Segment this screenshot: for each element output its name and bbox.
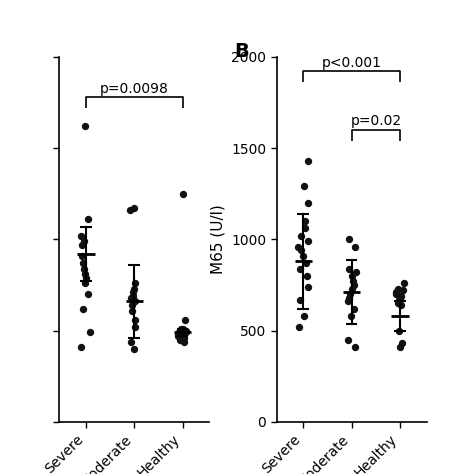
Point [132, 316, 139, 323]
Point [128, 294, 135, 301]
Y-axis label: M65 (U/l): M65 (U/l) [210, 204, 226, 274]
Point [349, 278, 356, 285]
Point [392, 289, 400, 296]
Point [182, 328, 190, 335]
Point [346, 290, 354, 298]
Point [351, 243, 359, 250]
Point [345, 265, 353, 273]
Point [86, 328, 93, 336]
Point [130, 345, 138, 353]
Point [176, 329, 183, 337]
Point [297, 232, 304, 239]
Point [304, 199, 311, 207]
Point [295, 243, 302, 250]
Point [304, 283, 312, 291]
Point [303, 272, 310, 280]
Point [178, 331, 186, 338]
Point [178, 333, 186, 341]
Point [350, 281, 358, 289]
Point [130, 289, 137, 296]
Point [174, 330, 182, 337]
Point [81, 270, 89, 278]
Point [345, 236, 353, 243]
Text: p<0.001: p<0.001 [322, 56, 382, 70]
Point [81, 279, 89, 287]
Point [396, 294, 404, 301]
Point [395, 300, 402, 307]
Point [79, 241, 86, 249]
Point [175, 328, 183, 336]
Point [348, 272, 356, 280]
Point [304, 157, 311, 164]
Point [81, 122, 89, 130]
Point [180, 335, 188, 342]
Point [179, 325, 186, 333]
Point [347, 312, 355, 320]
Point [182, 327, 190, 335]
Point [392, 290, 400, 298]
Point [345, 336, 352, 344]
Point [130, 205, 137, 212]
Point [177, 325, 184, 333]
Point [296, 296, 304, 303]
Point [80, 237, 88, 245]
Point [126, 206, 133, 214]
Point [399, 339, 406, 347]
Point [350, 305, 358, 312]
Point [128, 301, 136, 309]
Text: p=0.02: p=0.02 [350, 114, 401, 128]
Point [82, 274, 90, 282]
Point [301, 217, 309, 225]
Point [84, 216, 92, 223]
Point [301, 225, 309, 232]
Text: B: B [235, 42, 249, 61]
Point [396, 343, 404, 351]
Point [77, 232, 85, 239]
Point [302, 259, 310, 267]
Point [348, 285, 356, 292]
Point [400, 279, 408, 287]
Point [131, 323, 138, 331]
Point [394, 285, 402, 292]
Point [396, 327, 403, 335]
Point [181, 316, 188, 323]
Point [128, 307, 136, 314]
Point [352, 343, 359, 351]
Point [297, 246, 305, 254]
Point [395, 296, 403, 303]
Point [352, 268, 359, 276]
Point [78, 252, 86, 260]
Point [177, 337, 184, 344]
Point [344, 298, 351, 305]
Point [129, 292, 137, 300]
Point [174, 332, 182, 340]
Point [397, 292, 405, 300]
Point [297, 265, 304, 273]
Point [77, 343, 85, 351]
Point [132, 298, 139, 305]
Point [301, 312, 308, 320]
Point [295, 323, 302, 331]
Point [397, 301, 405, 309]
Point [399, 287, 407, 294]
Point [79, 259, 87, 267]
Point [300, 182, 308, 190]
Point [84, 290, 91, 298]
Point [345, 294, 352, 301]
Text: p=0.0098: p=0.0098 [100, 82, 169, 96]
Point [179, 190, 187, 198]
Point [81, 265, 88, 273]
Point [130, 285, 137, 292]
Point [304, 237, 312, 245]
Point [79, 305, 87, 312]
Point [131, 279, 138, 287]
Point [181, 338, 188, 346]
Point [127, 338, 135, 346]
Point [299, 252, 306, 260]
